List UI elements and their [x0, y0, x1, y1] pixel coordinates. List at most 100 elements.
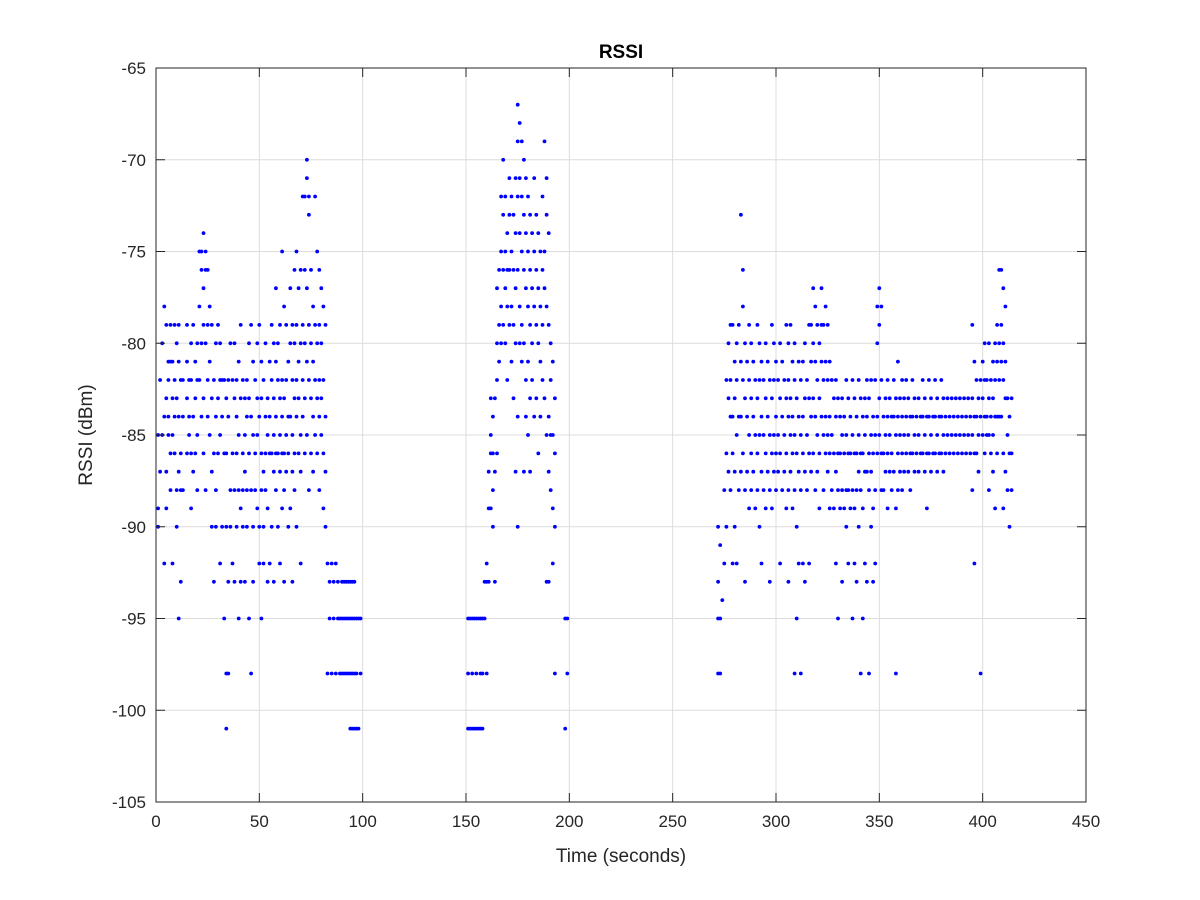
- data-point: [792, 378, 797, 382]
- data-point: [261, 378, 266, 382]
- data-point: [488, 433, 493, 437]
- data-point: [263, 451, 268, 456]
- data-point: [197, 304, 202, 309]
- data-point: [493, 396, 497, 401]
- data-point: [933, 414, 937, 419]
- data-point: [889, 451, 894, 456]
- data-point: [323, 414, 328, 419]
- data-point: [854, 451, 859, 456]
- data-points: [156, 102, 1014, 731]
- data-point: [249, 414, 254, 419]
- data-point: [741, 304, 745, 309]
- data-point: [883, 433, 888, 437]
- data-point: [519, 323, 524, 327]
- data-point: [172, 378, 177, 382]
- data-point: [836, 396, 840, 401]
- data-point: [763, 341, 768, 346]
- data-point: [970, 433, 975, 437]
- data-point: [172, 414, 177, 419]
- data-point: [877, 323, 882, 327]
- data-point: [271, 469, 276, 474]
- data-point: [803, 469, 807, 474]
- data-point: [247, 451, 251, 456]
- data-point: [178, 451, 183, 456]
- data-point: [501, 212, 506, 217]
- data-point: [732, 469, 737, 474]
- data-point: [185, 323, 189, 327]
- data-point: [941, 469, 946, 474]
- data-point: [772, 378, 776, 382]
- data-point: [261, 561, 266, 566]
- data-point: [891, 378, 896, 382]
- data-point: [817, 396, 822, 401]
- data-point: [538, 359, 543, 364]
- data-point: [519, 139, 524, 144]
- data-point: [247, 341, 251, 346]
- data-point: [286, 524, 291, 529]
- data-point: [741, 451, 745, 456]
- data-point: [805, 378, 809, 382]
- data-point: [726, 396, 731, 401]
- data-point: [987, 341, 991, 346]
- data-point: [925, 506, 929, 511]
- data-point: [722, 488, 727, 492]
- data-point: [300, 378, 305, 382]
- data-point: [987, 396, 991, 401]
- data-point: [284, 469, 289, 474]
- data-point: [863, 396, 867, 401]
- data-point: [786, 414, 791, 419]
- data-point: [257, 414, 262, 419]
- data-point: [782, 433, 787, 437]
- data-point: [854, 488, 859, 492]
- data-point: [234, 414, 239, 419]
- data-point: [263, 341, 268, 346]
- data-point: [530, 378, 534, 382]
- data-point: [856, 469, 861, 474]
- data-point: [842, 414, 847, 419]
- data-point: [1003, 359, 1008, 364]
- data-point: [298, 341, 303, 346]
- data-point: [255, 341, 260, 346]
- data-point: [333, 671, 338, 676]
- data-point: [906, 396, 911, 401]
- data-point: [860, 414, 865, 419]
- data-point: [191, 323, 196, 327]
- data-point: [844, 524, 849, 529]
- data-point: [935, 433, 940, 437]
- data-point: [261, 469, 266, 474]
- data-point: [230, 378, 235, 382]
- data-point: [879, 304, 884, 309]
- data-point: [844, 433, 849, 437]
- data-point: [243, 396, 247, 401]
- data-point: [850, 616, 855, 621]
- data-point: [534, 212, 539, 217]
- data-point: [201, 286, 206, 291]
- data-point: [305, 157, 309, 162]
- data-point: [226, 378, 231, 382]
- data-point: [786, 579, 791, 584]
- data-point: [292, 268, 297, 272]
- data-point: [757, 341, 762, 346]
- data-point: [515, 524, 520, 529]
- data-point: [821, 488, 826, 492]
- data-point: [964, 451, 968, 456]
- x-tick-label: 100: [348, 812, 376, 831]
- data-point: [317, 268, 322, 272]
- data-point: [904, 414, 909, 419]
- data-point: [195, 488, 200, 492]
- data-point: [922, 433, 927, 437]
- data-point: [817, 506, 822, 511]
- data-point: [331, 579, 336, 584]
- data-point: [286, 359, 291, 364]
- data-point: [732, 396, 737, 401]
- data-point: [288, 341, 293, 346]
- data-point: [296, 451, 301, 456]
- data-point: [311, 469, 315, 474]
- data-point: [553, 396, 557, 401]
- data-point: [995, 359, 999, 364]
- data-point: [255, 433, 260, 437]
- data-point: [848, 506, 853, 511]
- data-point: [724, 451, 729, 456]
- data-point: [238, 506, 243, 511]
- data-point: [263, 414, 268, 419]
